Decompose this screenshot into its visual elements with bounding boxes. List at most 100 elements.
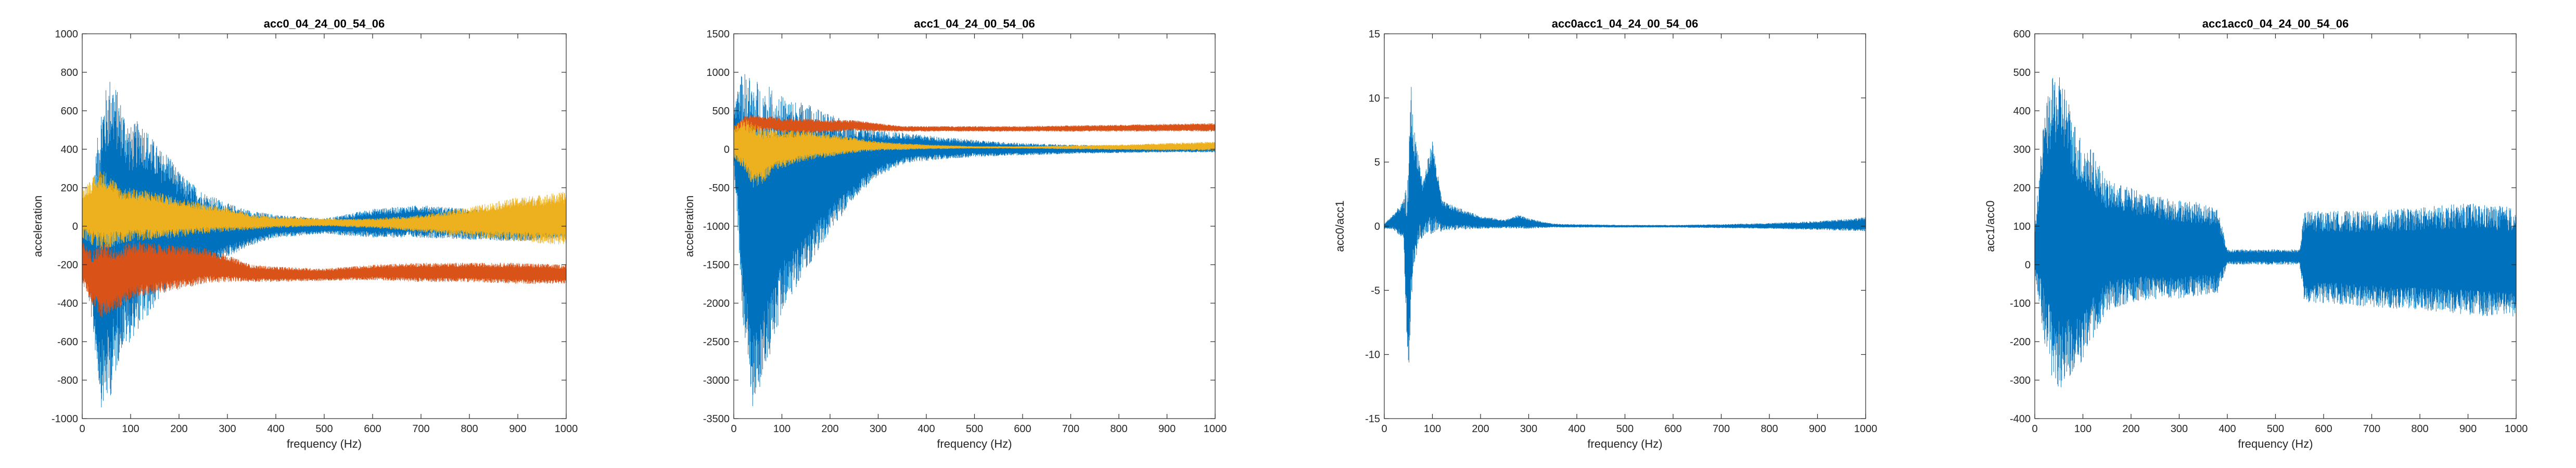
x-tick-label: 400 (2218, 423, 2236, 435)
x-tick-label: 700 (2363, 423, 2380, 435)
series-1-trace (82, 82, 566, 408)
y-tick-label: 0 (72, 221, 78, 232)
x-tick-label: 200 (170, 423, 187, 435)
y-tick-label: -3000 (703, 375, 730, 386)
y-tick-label: 600 (61, 106, 78, 117)
x-tick-label: 600 (364, 423, 381, 435)
y-tick-label: -800 (57, 375, 78, 386)
y-tick-label: -10 (1365, 349, 1380, 361)
x-tick-label: 200 (821, 423, 838, 435)
y-tick-label: -500 (709, 183, 730, 194)
y-tick-label: 800 (61, 67, 78, 79)
chart-panel-3: 0 100 200 300 400 500 600 700 800 900 1000-15-10-5… (1333, 17, 1877, 450)
x-tick-label: 500 (1616, 423, 1634, 435)
series-1-path (2035, 77, 2516, 387)
x-tick-label: 500 (966, 423, 983, 435)
chart-title: acc1_04_24_00_54_06 (914, 17, 1035, 30)
y-tick-label: -1000 (703, 221, 730, 232)
x-tick-label: 400 (267, 423, 284, 435)
x-tick-label: 800 (1761, 423, 1778, 435)
x-tick-label: 100 (1424, 423, 1441, 435)
chart-title: acc0_04_24_00_54_06 (264, 17, 385, 30)
x-tick-label: 500 (2267, 423, 2284, 435)
y-tick-label: 0 (2025, 259, 2031, 271)
y-tick-label: -100 (2010, 298, 2031, 309)
y-tick-label: -1500 (703, 259, 730, 271)
y-axis-label: acceleration (683, 196, 696, 257)
y-tick-label: -200 (2010, 336, 2031, 348)
y-tick-label: 200 (2013, 183, 2031, 194)
series-2-path (734, 115, 1215, 137)
y-tick-label: 100 (2013, 221, 2031, 232)
y-tick-label: 1000 (707, 67, 730, 79)
x-tick-label: 900 (1809, 423, 1826, 435)
y-tick-label: -5 (1371, 285, 1380, 296)
y-tick-label: 600 (2013, 29, 2031, 40)
series-1-trace (1384, 87, 1866, 363)
x-tick-label: 0 (2032, 423, 2037, 435)
y-axis-label: acceleration (31, 196, 44, 257)
y-tick-label: 1000 (55, 29, 79, 40)
x-tick-label: 300 (870, 423, 887, 435)
y-tick-label: -2000 (703, 298, 730, 309)
y-tick-label: 5 (1374, 157, 1380, 168)
chart-panel-2: 0 100 200 300 400 500 600 700 800 900 1000 -3500 -30… (683, 17, 1227, 450)
y-axis-label: acc1/acc0 (1984, 200, 1997, 252)
y-tick-label: 500 (2013, 67, 2031, 79)
y-tick-label: 400 (61, 144, 78, 155)
series-3-path (82, 171, 566, 250)
x-axis-label: frequency (Hz) (1587, 437, 1662, 450)
x-tick-label: 700 (1713, 423, 1730, 435)
x-tick-label: 1000 (1854, 423, 1878, 435)
x-tick-label: 0 (731, 423, 736, 435)
x-tick-label: 200 (2122, 423, 2139, 435)
plot-panels: 0 100 200 300 400 500 600 700 800 900 1000-1000-80… (31, 17, 2528, 450)
chart-title: acc1acc0_04_24_00_54_06 (2202, 17, 2349, 30)
x-tick-label: 300 (2171, 423, 2188, 435)
x-tick-label: 400 (1568, 423, 1585, 435)
x-tick-label: 100 (122, 423, 139, 435)
y-axis-label: acc0/acc1 (1333, 200, 1346, 252)
x-tick-label: 800 (461, 423, 478, 435)
y-tick-label: -3500 (703, 413, 730, 425)
x-tick-label: 300 (1520, 423, 1537, 435)
x-tick-label: 0 (1381, 423, 1387, 435)
series-1-trace (2035, 77, 2516, 387)
x-tick-label: 100 (773, 423, 790, 435)
y-tick-label: 200 (61, 183, 78, 194)
series-2-trace (734, 115, 1215, 137)
y-tick-label: -15 (1365, 413, 1380, 425)
y-tick-label: -200 (57, 259, 78, 271)
x-tick-label: 300 (219, 423, 236, 435)
x-tick-label: 800 (2411, 423, 2428, 435)
y-tick-label: 300 (2013, 144, 2031, 155)
y-tick-label: 500 (712, 106, 730, 117)
x-tick-label: 400 (917, 423, 935, 435)
series-3-path (734, 120, 1215, 188)
x-tick-label: 200 (1472, 423, 1489, 435)
chart-title: acc0acc1_04_24_00_54_06 (1552, 17, 1698, 30)
series-1-path (82, 82, 566, 408)
x-tick-label: 600 (1664, 423, 1681, 435)
x-tick-label: 900 (2459, 423, 2477, 435)
x-tick-label: 500 (315, 423, 333, 435)
x-tick-label: 700 (1062, 423, 1079, 435)
series-1-path (1384, 87, 1866, 363)
x-axis-label: frequency (Hz) (937, 437, 1012, 450)
y-tick-label: -400 (57, 298, 78, 309)
y-tick-label: -600 (57, 336, 78, 348)
y-tick-label: 0 (1374, 221, 1380, 232)
x-axis-label: frequency (Hz) (287, 437, 362, 450)
y-tick-label: -2500 (703, 336, 730, 348)
x-tick-label: 0 (79, 423, 85, 435)
y-tick-label: 10 (1369, 93, 1380, 104)
series-3-trace (734, 120, 1215, 188)
series-2-path (82, 240, 566, 318)
y-tick-label: 400 (2013, 106, 2031, 117)
x-tick-label: 1000 (1204, 423, 1227, 435)
x-tick-label: 800 (1110, 423, 1127, 435)
y-tick-label: -1000 (52, 413, 78, 425)
x-tick-label: 900 (1158, 423, 1176, 435)
chart-panel-1: 0 100 200 300 400 500 600 700 800 900 1000 -1000 -80… (31, 17, 578, 450)
y-tick-label: 15 (1369, 29, 1380, 40)
